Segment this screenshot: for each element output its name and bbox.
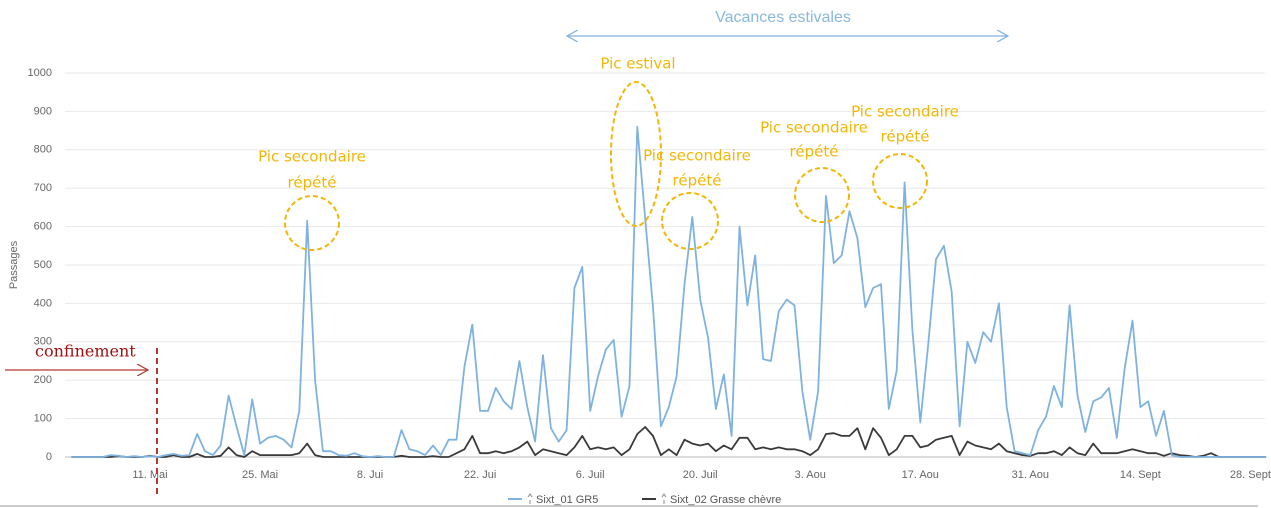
y-tick-label: 600	[34, 221, 52, 233]
y-tick-label: 1000	[28, 67, 52, 79]
annotation: répété	[881, 128, 930, 146]
lines	[71, 125, 1267, 458]
y-tick-label: 400	[34, 297, 52, 309]
annotation: répété	[790, 143, 839, 161]
highlight	[794, 167, 850, 223]
y-tick-label: 300	[34, 336, 52, 348]
x-tick-label: 22. Jui	[464, 469, 496, 481]
x-tick-label: 31. Aou	[1012, 469, 1049, 481]
annotation: Vacances estivales	[715, 9, 851, 26]
series-line	[71, 125, 1267, 458]
annotation: Pic secondaire	[851, 103, 959, 121]
x-tick-label: 8. Jui	[357, 469, 383, 481]
legend-icon	[661, 493, 667, 504]
highlight	[610, 81, 662, 227]
series-line	[71, 426, 1267, 458]
x-tick-label: 25. Mai	[242, 469, 278, 481]
annotation: répété	[288, 174, 337, 192]
x-tick-label: 20. Juil	[683, 469, 718, 481]
annotation: Pic secondaire	[643, 147, 751, 165]
x-tick-label: 3. Aou	[795, 469, 826, 481]
legend-icon	[527, 493, 533, 504]
annotation: Pic estival	[600, 55, 675, 73]
annotation: confinement	[35, 342, 136, 361]
highlight	[284, 195, 340, 251]
y-tick-label: 100	[34, 413, 52, 425]
x-tick-label: 14. Sept	[1120, 469, 1161, 481]
x-tick-label: 17. Aou	[902, 469, 939, 481]
y-tick-label: 700	[34, 182, 52, 194]
y-axis-label: Passages	[8, 240, 20, 289]
legend-label: Sixt_02 Grasse chèvre	[670, 494, 781, 506]
highlight	[872, 153, 928, 209]
legend-label: Sixt_01 GR5	[536, 494, 598, 506]
grid: 0 100 200 300 400 500 600 700 800 900 1000 11. Mai 2…	[28, 67, 1271, 481]
x-tick-label: 11. Mai	[132, 469, 167, 481]
x-tick-label: 6. Juil	[576, 469, 605, 481]
annotation: répété	[673, 172, 722, 190]
legend: Sixt_01 GR5 Sixt_02 Grasse chèvre	[508, 493, 781, 506]
y-tick-label: 0	[46, 451, 52, 463]
y-tick-label: 800	[34, 144, 52, 156]
annotation: Pic secondaire	[760, 119, 868, 137]
y-tick-label: 200	[34, 374, 52, 386]
highlight	[661, 192, 719, 250]
annotation: Pic secondaire	[258, 148, 366, 166]
y-tick-label: 900	[34, 105, 52, 117]
x-tick-label: 28. Sept	[1230, 469, 1271, 481]
y-tick-label: 500	[34, 259, 52, 271]
